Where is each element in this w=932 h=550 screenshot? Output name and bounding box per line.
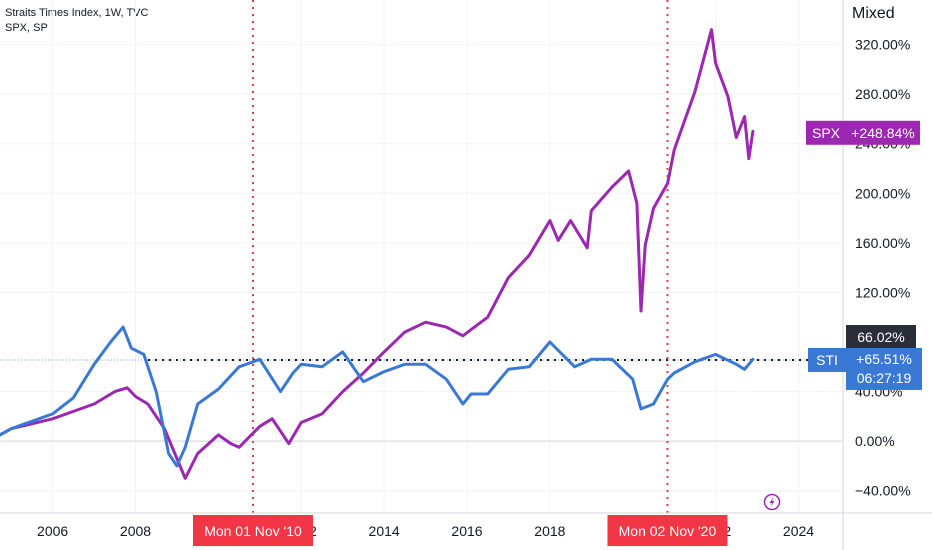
y-tick-label: 200.00% [855, 185, 910, 201]
y-tick-label: 0.00% [855, 433, 895, 449]
crosshair-date-label: Mon 01 Nov '10 [204, 523, 302, 539]
y-tick-label: 120.00% [855, 284, 910, 300]
spx-value-box [846, 120, 920, 145]
grid [0, 0, 842, 513]
series-line-sti [0, 325, 755, 468]
sti-countdown-label: 06:27:19 [857, 370, 912, 386]
sti-value-label: +65.51% [856, 351, 912, 367]
x-tick-label: 2006 [37, 523, 68, 539]
x-tick-label: 2014 [369, 523, 400, 539]
y-tick-label: 160.00% [855, 235, 910, 251]
crosshair-date-box [193, 515, 314, 546]
chart-subtitle: SPX, SP [5, 22, 48, 34]
y-tick-label: 280.00% [855, 86, 910, 102]
series-lines [0, 28, 755, 480]
sti-name-label: STI [816, 352, 838, 368]
x-tick-label: 2016 [451, 523, 482, 539]
crosshair-date-label: Mon 02 Nov '20 [619, 523, 717, 539]
lightning-icon-bolt [769, 497, 775, 507]
spx-name-label: SPX [812, 125, 841, 141]
sti-name-box [808, 347, 846, 372]
x-tick-label: 2018 [534, 523, 565, 539]
chart-title: Straits Times Index, 1W, TVC [5, 7, 149, 19]
spx-value-label: +248.84% [851, 125, 914, 141]
series-line-spx [0, 28, 755, 480]
x-tick-label: 2024 [783, 523, 814, 539]
price-scale-mode[interactable]: Mixed [852, 5, 895, 22]
crosshair-date-box [607, 515, 728, 546]
y-tick-label: 320.00% [855, 37, 910, 53]
crosshair-value-box [846, 325, 916, 349]
price-labels: Mon 01 Nov '10 Mon 02 Nov '20 SPX +248.84% 6… [193, 120, 922, 546]
spx-name-box [806, 120, 846, 145]
crosshair-markers [0, 0, 842, 513]
y-tick-label: −40.00% [855, 483, 911, 499]
x-tick-label: 2008 [120, 523, 151, 539]
sti-value-box [846, 347, 922, 390]
crosshair-value-label: 66.02% [857, 329, 904, 345]
lightning-icon[interactable] [763, 493, 781, 511]
